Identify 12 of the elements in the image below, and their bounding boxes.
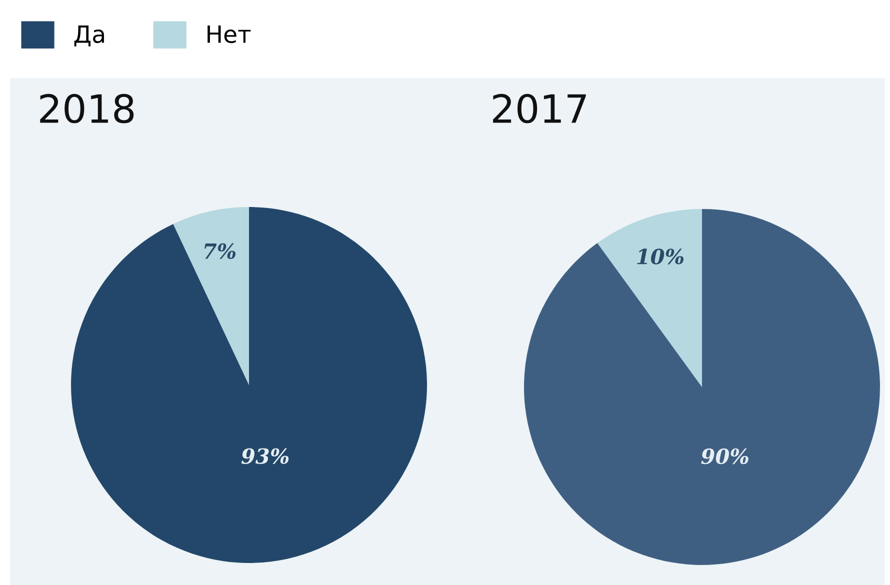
data-label: 93% [241, 448, 289, 464]
pie-slice [524, 209, 880, 565]
pie-slice [173, 207, 249, 385]
text: 2018 [40, 94, 134, 124]
legend-label: Да [74, 26, 104, 46]
data-label: 10% [637, 248, 684, 264]
legend-label: Нет [208, 26, 251, 44]
data-label: 7% [204, 243, 236, 260]
pie-slice [71, 207, 427, 563]
chart-title: 2017 [493, 94, 586, 124]
data-label: 90% [701, 448, 748, 464]
pie-slice [597, 209, 702, 387]
